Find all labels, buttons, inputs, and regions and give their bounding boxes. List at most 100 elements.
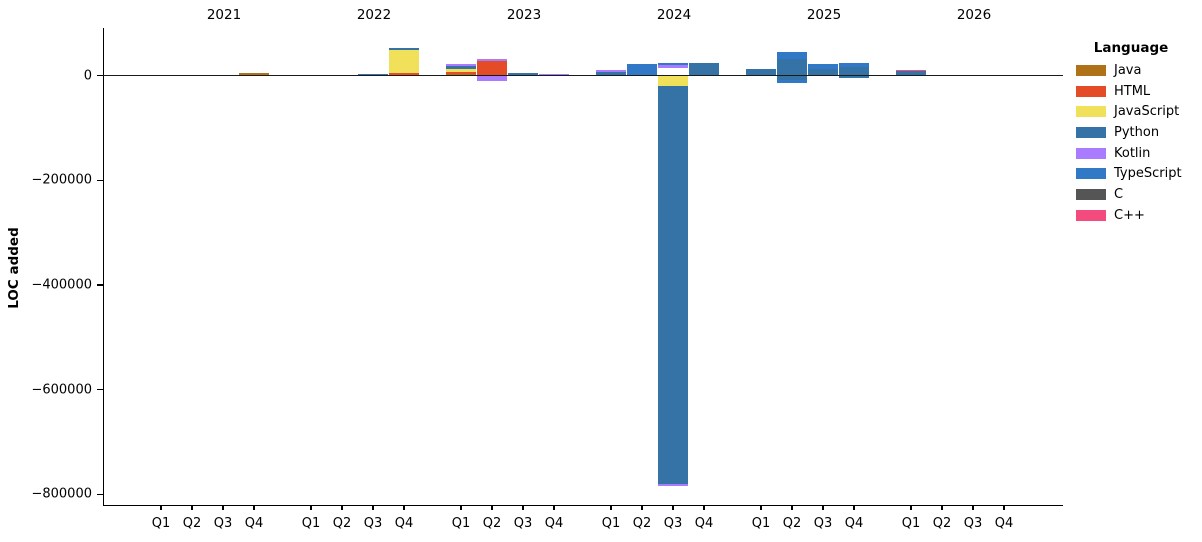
x-tick-mark [160, 505, 162, 510]
bar-2024-q4-python [689, 63, 719, 76]
y-tick-label: −800000 [31, 486, 92, 502]
legend-title: Language [1093, 40, 1169, 56]
x-tick-label: Q1 [601, 516, 621, 531]
x-tick-mark [553, 505, 555, 510]
bar-2023-q1-python [446, 66, 476, 70]
legend-item-typescript: TypeScript [1076, 163, 1200, 184]
x-tick-label: Q4 [694, 516, 714, 531]
bar-2024-q1-python [596, 72, 626, 76]
x-tick-label: Q1 [301, 516, 321, 531]
bar-2024-q3-javascript [658, 75, 688, 87]
x-tick-mark [853, 505, 855, 510]
legend-item-html: HTML [1076, 81, 1200, 102]
x-tick-label: Q3 [663, 516, 683, 531]
x-tick-label: Q2 [632, 516, 652, 531]
y-tick-label: −600000 [31, 382, 92, 398]
x-tick-mark [222, 505, 224, 510]
legend-label-java: Java [1114, 62, 1142, 78]
year-label: 2024 [656, 7, 692, 23]
bar-2025-q2-python [777, 59, 807, 76]
x-tick-mark [972, 505, 974, 510]
x-tick-label: Q4 [544, 516, 564, 531]
x-tick-mark [822, 505, 824, 510]
y-tick-mark [97, 388, 103, 391]
x-tick-label: Q3 [513, 516, 533, 531]
x-tick-mark [341, 505, 343, 510]
x-tick-mark [641, 505, 643, 510]
legend-item-javascript: JavaScript [1076, 101, 1200, 122]
y-tick-label: −200000 [31, 172, 92, 188]
legend-swatch-c [1076, 209, 1106, 221]
x-tick-label: Q3 [213, 516, 233, 531]
bar-2022-q4-javascript [389, 50, 419, 74]
y-axis-spine [103, 28, 105, 505]
x-tick-mark [403, 505, 405, 510]
year-label: 2023 [506, 7, 542, 23]
x-tick-mark [672, 505, 674, 510]
y-tick-mark [97, 179, 103, 181]
legend-label-typescript: TypeScript [1114, 166, 1182, 182]
y-tick-label: −400000 [31, 277, 92, 293]
legend-item-java: Java [1076, 60, 1200, 81]
y-tick-mark [97, 284, 103, 286]
x-tick-label: Q1 [751, 516, 771, 531]
bar-2025-q3-typescript [808, 63, 838, 70]
x-tick-mark [703, 505, 705, 510]
x-tick-label: Q3 [363, 516, 383, 531]
x-tick-label: Q2 [482, 516, 502, 531]
bar-2022-q4-python [389, 48, 419, 51]
legend-label-python: Python [1114, 124, 1160, 140]
legend-label-javascript: JavaScript [1114, 104, 1180, 120]
x-tick-label: Q4 [994, 516, 1014, 531]
bar-2025-q1-python [746, 69, 776, 76]
x-tick-label: Q4 [394, 516, 414, 531]
x-tick-mark [610, 505, 612, 510]
legend-swatch-typescript [1076, 168, 1106, 180]
legend-swatch-html [1076, 85, 1106, 97]
legend-swatch-c [1076, 188, 1106, 200]
bar-2024-q1-kotlin [596, 70, 626, 73]
x-tick-mark [191, 505, 193, 510]
y-tick-mark [97, 75, 103, 77]
x-tick-mark [310, 505, 312, 510]
year-label: 2025 [806, 7, 842, 23]
x-tick-label: Q4 [244, 516, 264, 531]
bar-2026-q1-python [896, 71, 926, 76]
legend-label-c: C [1114, 186, 1124, 202]
x-tick-mark [372, 505, 374, 510]
bar-2025-q2-typescript [777, 80, 807, 84]
bar-2022-q4-html [389, 73, 419, 76]
bar-2023-q1-html [446, 71, 476, 74]
x-tick-label: Q1 [901, 516, 921, 531]
x-tick-label: Q2 [182, 516, 202, 531]
legend-item-python: Python [1076, 122, 1200, 143]
legend-swatch-java [1076, 64, 1106, 76]
legend-swatch-python [1076, 126, 1106, 138]
legend-swatch-kotlin [1076, 147, 1106, 159]
bar-2025-q3-python [808, 69, 838, 76]
year-label: 2021 [206, 7, 242, 23]
bar-2025-q4-python [839, 67, 869, 76]
bar-2024-q3-kotlin [658, 65, 688, 68]
legend: Language Java HTML JavaScript Python Kotlin T… [1076, 40, 1200, 226]
year-label: 2026 [956, 7, 992, 23]
x-tick-label: Q2 [332, 516, 352, 531]
bar-2023-q1-kotlin [446, 63, 476, 67]
legend-label-kotlin: Kotlin [1114, 145, 1151, 161]
bar-2023-q3-python [508, 73, 538, 76]
zero-baseline [103, 74, 1063, 77]
bar-2025-q2-python [777, 75, 807, 81]
bar-2024-q3-typescript [658, 63, 688, 66]
x-tick-label: Q3 [963, 516, 983, 531]
x-tick-mark [253, 505, 255, 510]
bar-2025-q4-python [839, 75, 869, 79]
legend-label-html: HTML [1114, 83, 1151, 99]
x-tick-mark [910, 505, 912, 510]
x-tick-mark [522, 505, 524, 510]
legend-item-c: C [1076, 184, 1200, 205]
x-axis-spine [103, 505, 1063, 507]
x-tick-label: Q2 [932, 516, 952, 531]
x-tick-mark [760, 505, 762, 510]
x-tick-mark [1003, 505, 1005, 510]
